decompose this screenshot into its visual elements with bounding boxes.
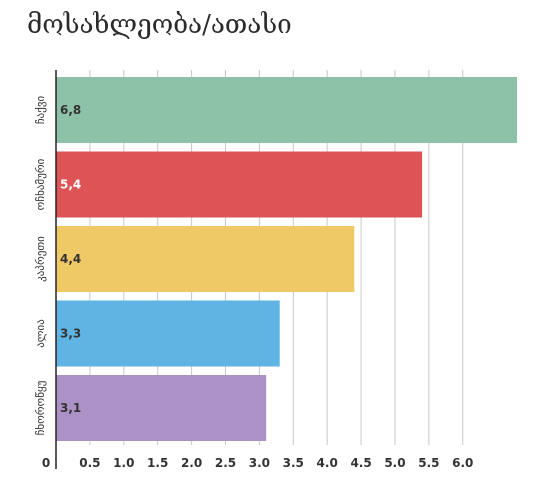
x-tick-label: 0.5 [79,456,100,470]
x-tick-label: 5.0 [384,456,405,470]
value-label: 5,4 [60,178,81,192]
x-tick-label: 2.0 [181,456,202,470]
x-tick-label: 4.0 [317,456,338,470]
value-label: 6,8 [60,103,81,117]
value-label: 4,4 [60,252,81,266]
x-tick-label: 3.5 [283,456,304,470]
category-label: ალია [34,319,47,348]
x-tick-label: 3.0 [249,456,270,470]
bar [56,300,280,367]
bars [56,77,517,441]
category-label: ჩაქვი [34,96,47,125]
value-label: 3,1 [60,401,81,415]
x-tick-label: 2.5 [215,456,236,470]
category-label: ჩხოროწყუ [34,380,47,435]
x-tick-label: 1.5 [147,456,168,470]
category-label: კაპრეთი [34,236,47,282]
value-labels: 6,8 5,4 4,4 3,3 3,1 [60,103,81,415]
bar [56,375,267,441]
x-tick-label: 6.0 [452,456,473,470]
value-label: 3,3 [60,327,81,341]
category-labels: ჩაქვი ოჩხამური კაპრეთი ალია ჩხოროწყუ [34,96,47,436]
x-tick-label: 0 [42,456,50,470]
bar [56,226,355,292]
bar [56,77,517,143]
category-label: ოჩხამური [34,158,47,210]
chart-title: მოსახლეობა/ათასი [27,10,292,40]
x-tick-label: 4.5 [350,456,371,470]
x-tick-label: 1.0 [113,456,134,470]
bar [56,151,423,218]
x-tick-labels: 0 0.5 1.0 1.5 2.0 2.5 3.0 3.5 4.0 4.5 5.0 5.5 6.0 [42,456,474,470]
x-tick-label: 5.5 [418,456,439,470]
